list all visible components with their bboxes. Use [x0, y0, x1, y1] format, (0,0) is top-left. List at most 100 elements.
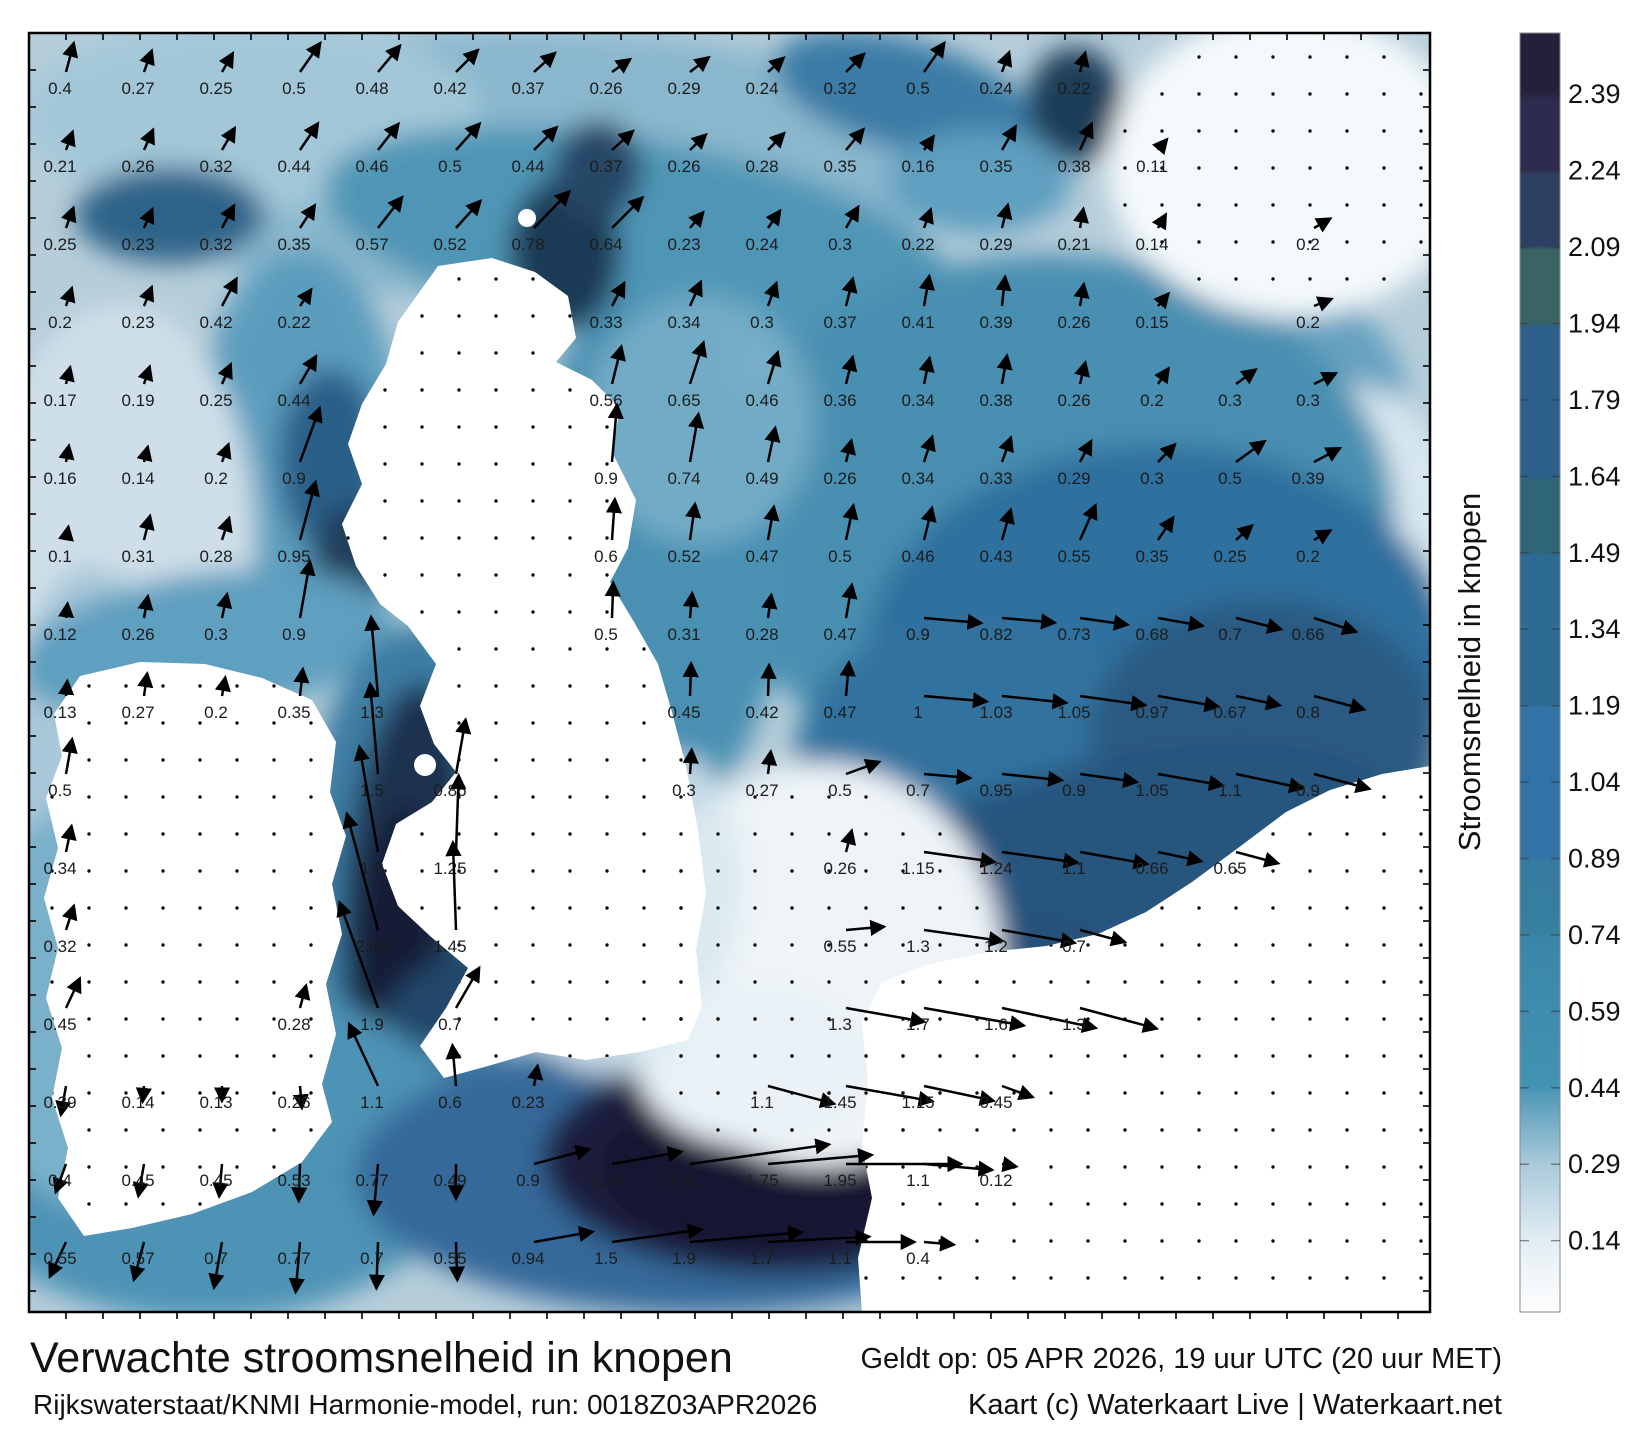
- current-arrow: [294, 983, 311, 1009]
- current-value-label: 0.57: [121, 1249, 154, 1268]
- current-value-label: 1.1: [1062, 859, 1086, 878]
- current-value-label: 0.47: [823, 625, 856, 644]
- current-arrow: [682, 590, 700, 619]
- dots-region: [1115, 33, 1430, 313]
- current-value-label: 0.78: [511, 235, 544, 254]
- current-value-label: 0.26: [277, 1093, 310, 1112]
- current-arrow: [220, 276, 238, 307]
- current-arrow: [845, 127, 866, 151]
- current-arrow: [761, 592, 778, 619]
- current-arrow: [760, 662, 777, 697]
- current-value-label: 0.5: [594, 625, 618, 644]
- current-arrow: [1157, 615, 1206, 632]
- sea-patch: [888, 130, 1072, 234]
- current-arrow: [377, 195, 404, 229]
- current-value-label: 0.19: [121, 391, 154, 410]
- current-value-label: 1.05: [1057, 703, 1090, 722]
- colorbar-tick-label: 2.09: [1568, 232, 1621, 262]
- current-arrow: [1313, 772, 1372, 794]
- current-arrow: [136, 444, 153, 463]
- current-arrow: [1000, 124, 1017, 151]
- current-arrow: [533, 1144, 592, 1166]
- current-value-label: 0.26: [1057, 391, 1090, 410]
- current-value-label: 0.28: [745, 625, 778, 644]
- current-arrow: [841, 354, 858, 385]
- current-value-label: 0.16: [43, 469, 76, 488]
- current-arrow: [918, 355, 935, 385]
- current-value-label: 0.45: [121, 1171, 154, 1190]
- current-arrow: [64, 976, 82, 1009]
- current-arrow: [214, 674, 231, 697]
- current-arrow: [918, 206, 934, 229]
- current-arrow: [845, 758, 882, 776]
- current-value-label: 1.3: [906, 937, 930, 956]
- current-value-label: 0.65: [1213, 859, 1246, 878]
- current-arrow: [1001, 770, 1065, 787]
- current-value-label: 0.53: [277, 1171, 310, 1190]
- colorbar-bar: [1519, 32, 1561, 1313]
- current-arrow: [845, 1084, 935, 1107]
- current-value-label: 0.45: [43, 1015, 76, 1034]
- current-value-label: 0.3: [1218, 391, 1242, 410]
- sea-patch: [1027, 47, 1123, 163]
- current-value-label: 0.26: [121, 625, 154, 644]
- current-arrow: [688, 411, 705, 463]
- current-arrow: [842, 502, 859, 541]
- current-value-label: 0.5: [828, 547, 852, 566]
- current-value-label: 0.3: [204, 625, 228, 644]
- current-value-label: 0.7: [438, 1015, 462, 1034]
- current-arrow: [1079, 928, 1128, 947]
- current-value-label: 0.25: [43, 235, 76, 254]
- current-arrow: [1313, 296, 1334, 312]
- current-arrow: [996, 49, 1013, 73]
- current-arrow: [1079, 694, 1148, 712]
- valid-time-label: Geldt op: 05 APR 2026, 19 uur UTC (20 uu…: [860, 1343, 1502, 1375]
- current-arrow: [840, 437, 856, 463]
- current-value-label: 1.45: [823, 1093, 856, 1112]
- colorbar-tick-label: 0.89: [1568, 843, 1621, 873]
- current-arrow: [212, 1163, 229, 1200]
- current-value-label: 0.3: [672, 781, 696, 800]
- current-arrow: [454, 717, 472, 775]
- current-value-label: 0.4: [48, 1171, 72, 1190]
- colorbar-title: Stroomsnelheid in knopen: [1452, 493, 1487, 851]
- current-value-label: 0.95: [979, 781, 1012, 800]
- current-arrow: [611, 195, 645, 229]
- current-value-label: 0.44: [511, 157, 544, 176]
- colorbar-tick-label: 0.44: [1568, 1073, 1621, 1103]
- colorbar-ticks: 2.39 2.24 2.09 1.94 1.79 1.64 1.49 1.34 1.19 1.04…: [1520, 79, 1621, 1256]
- current-arrow: [1001, 1084, 1036, 1101]
- current-value-label: 0.25: [199, 391, 232, 410]
- current-value-label: 0.9: [1062, 781, 1086, 800]
- current-value-label: 0.31: [667, 625, 700, 644]
- current-arrow: [59, 285, 76, 307]
- current-arrow: [61, 736, 78, 775]
- colorbar-tick-label: 1.64: [1568, 461, 1621, 491]
- current-value-label: 1.1: [750, 1093, 774, 1112]
- current-value-label: 0.37: [511, 79, 544, 98]
- sea-patch: [75, 167, 265, 263]
- current-value-label: 1.3: [1062, 1015, 1086, 1034]
- current-value-label: 0.77: [355, 1171, 388, 1190]
- current-arrow: [1157, 772, 1226, 792]
- current-arrow: [765, 208, 782, 229]
- current-arrow: [996, 353, 1013, 385]
- current-arrow: [845, 1006, 927, 1028]
- current-arrow: [217, 361, 233, 385]
- current-value-label: 2.41: [667, 1171, 700, 1190]
- current-arrow: [995, 274, 1012, 307]
- model-run-label: Rijkswaterstaat/KNMI Harmonie-model, run…: [33, 1389, 817, 1420]
- current-value-label: 0.43: [979, 547, 1012, 566]
- footer: Verwachte stroomsnelheid in knopen Rijks…: [30, 1334, 1502, 1421]
- current-arrow: [918, 273, 935, 307]
- current-arrow: [841, 582, 858, 619]
- current-arrow: [1157, 850, 1204, 867]
- current-arrow: [1001, 693, 1069, 710]
- current-value-label: 0.36: [823, 391, 856, 410]
- current-arrow: [57, 524, 74, 542]
- current-value-label: 0.39: [979, 313, 1012, 332]
- current-arrow: [139, 48, 155, 73]
- current-arrow: [611, 129, 635, 151]
- current-arrow: [611, 1223, 705, 1244]
- current-arrow: [58, 601, 75, 619]
